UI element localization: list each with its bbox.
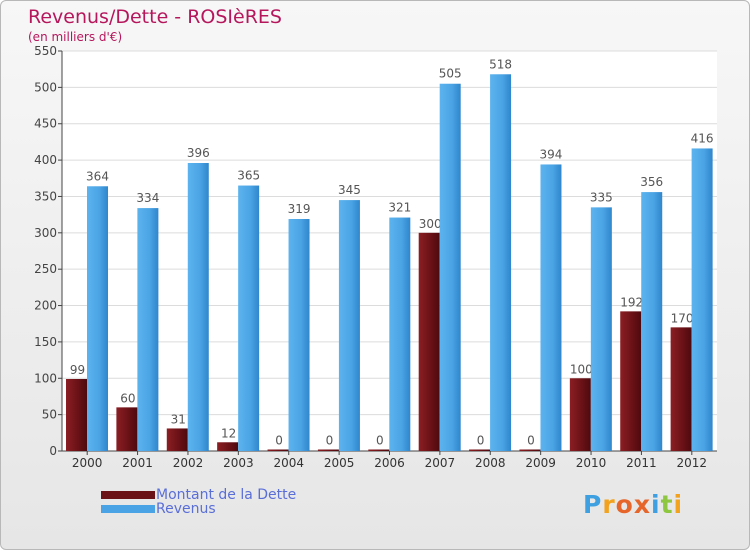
x-tick-label-2012: 2012 [677, 456, 708, 470]
data-label-debt-2004: 0 [275, 434, 283, 448]
y-tick-label: 350 [34, 189, 57, 203]
logo-letter: x [633, 490, 651, 519]
x-tick-label-2011: 2011 [626, 456, 657, 470]
data-label-debt-2012: 170 [671, 311, 694, 325]
y-tick-label: 50 [42, 408, 57, 422]
bar-revenue-2004 [288, 219, 310, 451]
data-label-revenue-2004: 319 [288, 202, 311, 216]
y-tick-label: 150 [34, 335, 57, 349]
logo-letter: i [673, 490, 684, 519]
data-label-revenue-2002: 396 [187, 146, 210, 160]
data-label-debt-2002: 31 [171, 412, 186, 426]
data-label-debt-2009: 0 [527, 434, 535, 448]
data-label-debt-2010: 100 [570, 362, 593, 376]
x-tick-label-2006: 2006 [374, 456, 405, 470]
bar-revenue-2009 [540, 164, 562, 452]
bar-revenue-2011 [641, 192, 663, 451]
x-tick-label-2008: 2008 [475, 456, 506, 470]
bar-revenue-2002 [187, 163, 209, 451]
data-label-debt-2008: 0 [477, 434, 485, 448]
data-label-revenue-2005: 345 [338, 183, 361, 197]
data-label-debt-2000: 99 [70, 363, 85, 377]
bar-revenue-2005 [338, 200, 360, 451]
data-label-revenue-2000: 364 [86, 169, 109, 183]
chart-title: Revenus/Dette - ROSIèRES [28, 6, 282, 28]
data-label-debt-2003: 12 [221, 426, 236, 440]
bar-debt-2003 [217, 442, 239, 451]
bar-revenue-2003 [238, 185, 260, 451]
x-tick-label-2010: 2010 [576, 456, 607, 470]
bar-debt-2011 [620, 311, 642, 451]
bar-debt-2002 [166, 428, 188, 451]
logo-letter: P [583, 490, 603, 519]
y-tick-label: 450 [34, 117, 57, 131]
x-tick-label-2004: 2004 [273, 456, 304, 470]
logo-letter: o [615, 490, 634, 519]
x-tick-label-2005: 2005 [324, 456, 355, 470]
bar-revenue-2001 [137, 208, 159, 451]
data-label-revenue-2008: 518 [489, 57, 512, 71]
data-label-revenue-2006: 321 [388, 201, 411, 215]
data-label-revenue-2001: 334 [136, 191, 159, 205]
bar-revenue-2012 [691, 148, 713, 452]
bar-debt-2010 [569, 378, 591, 451]
logo-letter: r [602, 490, 616, 519]
legend-label-revenue: Revenus [156, 501, 216, 517]
data-label-debt-2011: 192 [620, 295, 643, 309]
data-label-debt-2001: 60 [120, 391, 135, 405]
x-tick-label-2003: 2003 [223, 456, 254, 470]
y-tick-label: 200 [34, 299, 57, 313]
bar-revenue-2008 [490, 74, 512, 451]
legend-swatch-revenue [101, 505, 155, 513]
y-tick-label: 0 [49, 444, 57, 458]
bar-revenue-2006 [389, 217, 411, 451]
bar-debt-2012 [670, 327, 692, 451]
data-label-debt-2007: 300 [419, 217, 442, 231]
data-label-revenue-2007: 505 [439, 67, 462, 81]
bar-debt-2009 [519, 449, 541, 451]
logo-letter: t [660, 490, 674, 519]
y-tick-label: 300 [34, 226, 57, 240]
data-label-revenue-2010: 335 [590, 190, 613, 204]
bar-debt-2007 [418, 232, 440, 451]
bar-debt-2001 [116, 407, 138, 451]
data-label-revenue-2011: 356 [640, 175, 663, 189]
data-label-debt-2006: 0 [376, 434, 384, 448]
x-tick-label-2001: 2001 [122, 456, 153, 470]
chart-subtitle: (en milliers d'€) [28, 30, 123, 44]
bar-debt-2008 [469, 449, 491, 451]
proxiti-logo: Proxiti [583, 490, 683, 519]
data-label-revenue-2012: 416 [691, 131, 714, 145]
x-tick-label-2009: 2009 [525, 456, 556, 470]
y-tick-label: 100 [34, 371, 57, 385]
logo-letter: i [651, 490, 661, 519]
y-tick-label: 550 [34, 44, 57, 58]
legend-swatch-debt [101, 491, 155, 499]
bar-revenue-2007 [439, 83, 461, 452]
y-tick-label: 250 [34, 262, 57, 276]
data-label-revenue-2009: 394 [540, 147, 563, 161]
data-label-revenue-2003: 365 [237, 169, 260, 183]
bar-debt-2004 [267, 449, 289, 451]
bar-revenue-2000 [87, 186, 108, 452]
data-label-debt-2005: 0 [326, 434, 334, 448]
x-tick-label-2002: 2002 [173, 456, 204, 470]
bar-debt-2006 [368, 449, 390, 451]
bar-revenue-2010 [590, 207, 612, 451]
legend-label-debt: Montant de la Dette [156, 487, 297, 503]
y-tick-label: 400 [34, 153, 57, 167]
y-tick-label: 500 [34, 80, 57, 94]
x-tick-label-2007: 2007 [425, 456, 456, 470]
x-tick-label-2000: 2000 [72, 456, 103, 470]
bar-debt-2000 [66, 379, 87, 451]
bar-debt-2005 [317, 449, 339, 451]
